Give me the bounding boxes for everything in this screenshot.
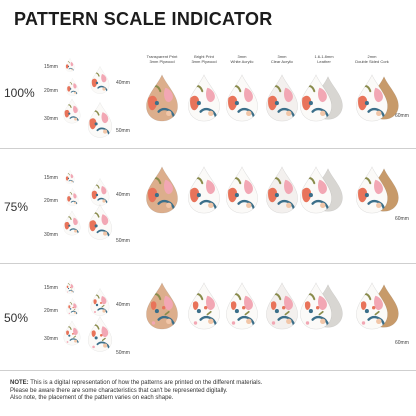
size-sample-30mm — [63, 210, 81, 236]
size-label-30mm: 30mm — [44, 116, 58, 122]
sample-clear-acrylic — [266, 74, 298, 122]
size-label-60mm: 60mm — [395, 216, 409, 222]
size-sample-30mm — [63, 320, 81, 346]
section-divider — [0, 148, 416, 149]
size-label-60mm: 60mm — [395, 113, 409, 119]
size-sample-15mm — [65, 58, 75, 72]
size-label-40mm: 40mm — [116, 302, 130, 308]
size-label-40mm: 40mm — [116, 192, 130, 198]
section-divider — [0, 370, 416, 371]
scale-label-75: 75% — [4, 200, 29, 214]
scale-label-100: 100% — [4, 86, 35, 100]
size-label-15mm: 15mm — [44, 64, 58, 70]
page-title: PATTERN SCALE INDICATOR — [14, 9, 273, 29]
size-label-15mm: 15mm — [44, 175, 58, 181]
sample-transparent-plywood — [146, 282, 178, 330]
size-label-20mm: 20mm — [44, 198, 58, 204]
column-header-clear-acrylic: 3mm Clear Acrylic — [270, 54, 294, 64]
sample-cork — [356, 74, 388, 122]
sample-cork — [356, 282, 388, 330]
sample-leather — [300, 74, 332, 122]
size-label-30mm: 30mm — [44, 232, 58, 238]
size-sample-20mm — [65, 78, 79, 96]
sample-transparent-plywood — [146, 166, 178, 214]
size-label-20mm: 20mm — [44, 88, 58, 94]
column-header-transparent-plywood: Transparent Print 3mm Plywood — [146, 54, 178, 64]
size-sample-40mm — [90, 288, 110, 316]
size-label-50mm: 50mm — [116, 128, 130, 134]
column-header-bright-plywood: Bright Print 3mm Plywood — [191, 54, 217, 64]
sample-bright-plywood — [188, 166, 220, 214]
disclaimer-note: NOTE: This is a digital representation o… — [10, 380, 263, 401]
size-sample-20mm — [65, 298, 79, 316]
sample-cork — [356, 166, 388, 214]
size-sample-20mm — [65, 188, 79, 206]
size-sample-50mm — [87, 204, 113, 240]
size-sample-50mm — [87, 316, 113, 352]
sample-clear-acrylic — [266, 282, 298, 330]
sample-leather — [300, 282, 332, 330]
size-sample-15mm — [65, 280, 75, 294]
sample-white-acrylic — [226, 166, 258, 214]
size-sample-40mm — [90, 178, 110, 206]
column-header-white-acrylic: 3mm White Acrylic — [230, 54, 254, 64]
scale-label-50: 50% — [4, 311, 29, 325]
size-label-50mm: 50mm — [116, 350, 130, 356]
size-sample-50mm — [87, 102, 113, 138]
size-label-30mm: 30mm — [44, 336, 58, 342]
size-label-15mm: 15mm — [44, 285, 58, 291]
sample-white-acrylic — [226, 74, 258, 122]
sample-white-acrylic — [226, 282, 258, 330]
size-label-40mm: 40mm — [116, 80, 130, 86]
size-sample-30mm — [63, 98, 81, 124]
size-label-20mm: 20mm — [44, 308, 58, 314]
size-sample-15mm — [65, 170, 75, 184]
size-label-50mm: 50mm — [116, 238, 130, 244]
column-header-leather: 1.6-1.8mm Leather — [314, 54, 334, 64]
size-label-60mm: 60mm — [395, 340, 409, 346]
column-header-cork: 2mm Double Sided Cork — [355, 54, 389, 64]
section-divider — [0, 263, 416, 264]
sample-leather — [300, 166, 332, 214]
sample-clear-acrylic — [266, 166, 298, 214]
sample-transparent-plywood — [146, 74, 178, 122]
size-sample-40mm — [90, 66, 110, 94]
sample-bright-plywood — [188, 282, 220, 330]
sample-bright-plywood — [188, 74, 220, 122]
